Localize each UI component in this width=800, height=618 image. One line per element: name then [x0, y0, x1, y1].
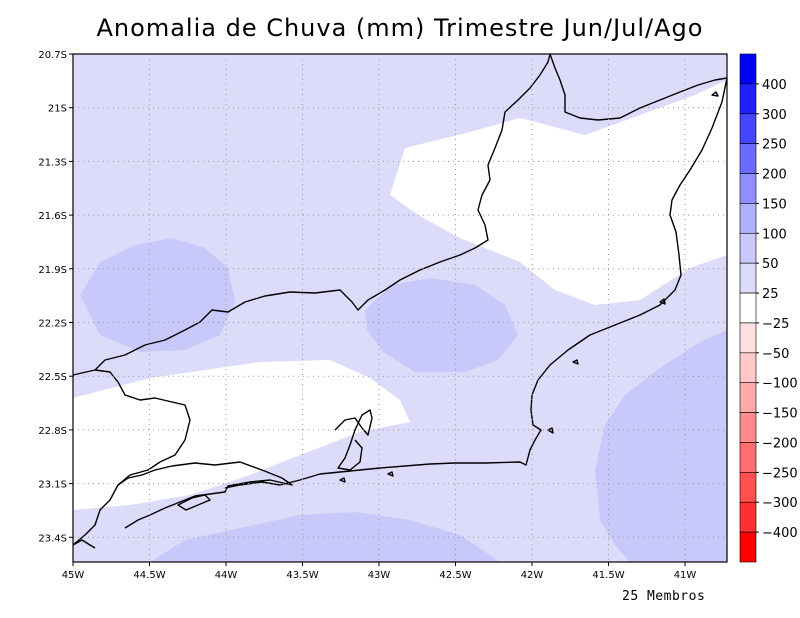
map-frame	[72, 53, 728, 563]
lat-label: 22.5S	[38, 372, 67, 383]
map-plot-area	[72, 53, 728, 563]
colorbar-swatch	[739, 442, 757, 473]
colorbar-swatch	[739, 412, 757, 443]
island-small-4	[387, 471, 394, 477]
shading-neutral-southwest	[73, 360, 410, 510]
lon-label: 42W	[521, 570, 544, 581]
lon-label: 45W	[62, 570, 85, 581]
lat-label: 21.3S	[38, 157, 67, 168]
state-border-southwest	[72, 369, 191, 546]
colorbar-label: 150	[762, 197, 787, 212]
island-ilha-grande	[177, 494, 211, 511]
lon-label: 44W	[215, 570, 238, 581]
shading-neutral-northeast	[390, 80, 727, 305]
lat-label: 22.8S	[38, 426, 67, 437]
colorbar-label: −25	[762, 317, 789, 332]
lon-label: 43.5W	[286, 570, 318, 581]
colorbar-swatch	[739, 322, 757, 354]
lon-label: 42.5W	[439, 570, 471, 581]
axis-ticks: 20.7S 21S 21.3S 21.6S 21.9S 22.2S 22.5S 22.8S 23…	[38, 50, 696, 581]
colorbar-swatch	[739, 352, 757, 384]
colorbar-swatch	[739, 53, 757, 85]
lat-label: 21.6S	[38, 211, 67, 222]
coastline-guanabara	[334, 409, 373, 471]
island-small-2	[659, 298, 666, 305]
colorbar-swatch	[739, 173, 757, 204]
colorbar-swatch	[739, 143, 757, 174]
lat-label: 21S	[48, 104, 67, 115]
colorbar-swatch	[739, 262, 757, 294]
colorbar-label: −200	[762, 436, 798, 451]
colorbar-label: −400	[762, 526, 798, 541]
colorbar-label: −250	[762, 466, 798, 481]
colorbar-swatch	[739, 113, 757, 144]
lon-label: 44.5W	[133, 570, 165, 581]
colorbar-label: 50	[762, 257, 779, 272]
island-small-1	[711, 91, 719, 97]
colorbar-label: 25	[762, 287, 779, 302]
island-small-3	[339, 477, 346, 483]
colorbar-label: 400	[762, 78, 787, 93]
shading-positive-center	[365, 278, 518, 372]
colorbar-label: 100	[762, 227, 787, 242]
colorbar-swatch	[739, 531, 757, 563]
colorbar-label: 250	[762, 138, 787, 153]
lon-label: 41.5W	[592, 570, 624, 581]
colorbar-swatch	[739, 382, 757, 413]
coastline-south-tip	[72, 539, 96, 549]
lat-label: 21.9S	[38, 265, 67, 276]
lon-label: 41W	[674, 570, 697, 581]
colorbar-label: −300	[762, 496, 798, 511]
members-count-label: 25 Membros	[622, 589, 706, 604]
shading-positive-south	[150, 512, 500, 562]
island-small-6	[572, 359, 579, 365]
colorbar-swatch	[739, 292, 757, 324]
colorbar-swatch	[739, 203, 757, 234]
coastline-sepetiba	[117, 461, 293, 529]
lon-label: 43W	[368, 570, 391, 581]
colorbar-label: −50	[762, 347, 789, 362]
colorbar-label: 300	[762, 108, 787, 123]
colorbar-swatch	[739, 83, 757, 115]
colorbar-label: −100	[762, 377, 798, 392]
lat-label: 20.7S	[38, 50, 67, 61]
colorbar: 400 300 250 200 150 100 50 25 −25 −50 −100 −150 −200…	[739, 53, 798, 563]
colorbar-swatch	[739, 501, 757, 533]
coastline-east	[224, 77, 728, 489]
colorbar-swatch	[739, 472, 757, 503]
state-border-north	[72, 53, 551, 376]
colorbar-swatch	[739, 232, 757, 264]
map-title: Anomalia de Chuva (mm) Trimestre Jun/Jul…	[96, 14, 704, 42]
colorbar-label: −150	[762, 407, 798, 422]
lat-label: 23.1S	[38, 480, 67, 491]
shading-positive-southeast	[595, 330, 727, 562]
island-small-5	[547, 427, 554, 434]
lat-label: 22.2S	[38, 319, 67, 330]
lat-label: 23.4S	[38, 533, 67, 544]
graticule	[73, 54, 727, 562]
colorbar-label: 200	[762, 168, 787, 183]
